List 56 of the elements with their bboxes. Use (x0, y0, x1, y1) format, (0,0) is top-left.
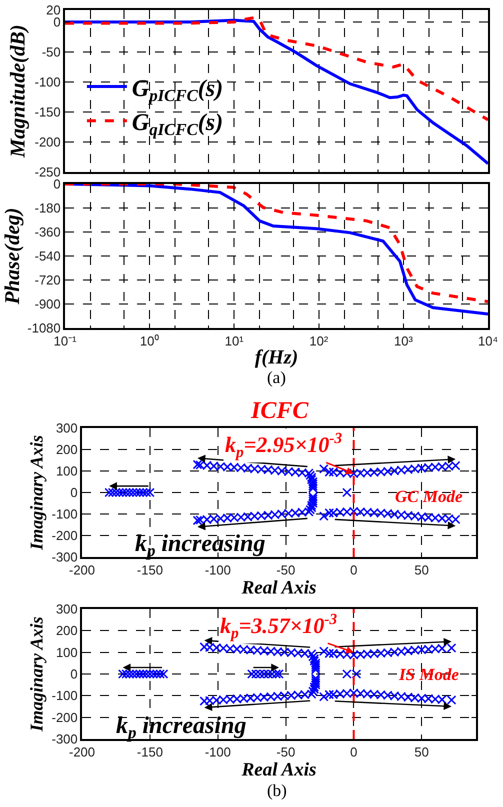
y-tick-label: -180 (34, 200, 61, 216)
x-axis-title: Real Axis (240, 577, 316, 598)
y-tick-label: -300 (52, 550, 78, 565)
y-tick-label: -50 (42, 44, 61, 60)
chart-title: ICFC (250, 398, 310, 424)
x-tick-label: 50 (414, 562, 429, 578)
legend-label: G$_{pICFC}$(s) (132, 76, 224, 105)
y-axis-title: Imaginary Axis (26, 616, 46, 732)
y-tick-label: 0 (70, 666, 78, 682)
y-tick-label: 200 (56, 623, 78, 638)
x-tick-label: 10³ (394, 333, 414, 348)
x-tick-label: 50 (414, 744, 429, 760)
x-tick-label: -150 (136, 744, 163, 760)
y-tick-label: -200 (52, 710, 78, 725)
y-tick-label: -1080 (27, 320, 61, 336)
annotation: k$_{p}$=2.95×10$^{-3}$ (225, 430, 342, 461)
y-tick-label: 0 (70, 485, 78, 500)
y-tick-label: -200 (52, 528, 78, 544)
annotation: IS Mode (398, 665, 460, 684)
x-axis-title: f(Hz) (254, 346, 298, 368)
x-tick-label: -150 (136, 562, 163, 578)
x-tick-label: 10¹ (224, 333, 244, 348)
y-tick-label: 100 (56, 464, 78, 479)
y-tick-label: -100 (52, 688, 78, 704)
y-tick-label: -100 (52, 506, 78, 522)
y-tick-label: 300 (56, 602, 78, 617)
x-tick-label: 10⁴ (478, 333, 498, 348)
y-tick-label: -720 (34, 272, 61, 288)
x-tick-label: -100 (204, 744, 231, 760)
x-tick-label: 10⁰ (140, 333, 160, 348)
x-tick-label: 10² (309, 333, 329, 348)
y-tick-label: -150 (34, 104, 61, 120)
y-tick-label: -360 (34, 224, 61, 240)
x-tick-label: -50 (276, 744, 296, 760)
y-tick-label: 300 (56, 420, 78, 436)
x-tick-label: 10⁻¹ (54, 333, 78, 348)
y-axis-title: Imaginary Axis (26, 435, 46, 551)
annotation: GC Mode (395, 487, 463, 506)
x-tick-label: -50 (276, 562, 296, 578)
text: (a) (267, 368, 286, 387)
y-tick-label: 200 (56, 442, 78, 458)
y-axis-title: Phase(deg) (0, 208, 24, 306)
x-tick-label: 0 (350, 562, 358, 578)
y-tick-label: -540 (34, 248, 61, 264)
y-tick-label: -100 (34, 74, 61, 90)
x-tick-label: -100 (204, 562, 231, 578)
y-axis-title: Magnitude(dB) (5, 24, 30, 159)
y-tick-label: -900 (34, 296, 61, 312)
y-tick-label: -300 (52, 732, 78, 747)
text: (b) (267, 781, 287, 800)
x-axis-title: Real Axis (240, 759, 316, 780)
annotation: k$_{p}$=3.57×10$^{-3}$ (220, 611, 338, 642)
legend-label: G$_{qICFC}$(s) (132, 110, 224, 140)
x-tick-label: 0 (350, 744, 358, 760)
y-tick-label: -200 (34, 134, 61, 150)
y-tick-label: 100 (56, 644, 78, 660)
